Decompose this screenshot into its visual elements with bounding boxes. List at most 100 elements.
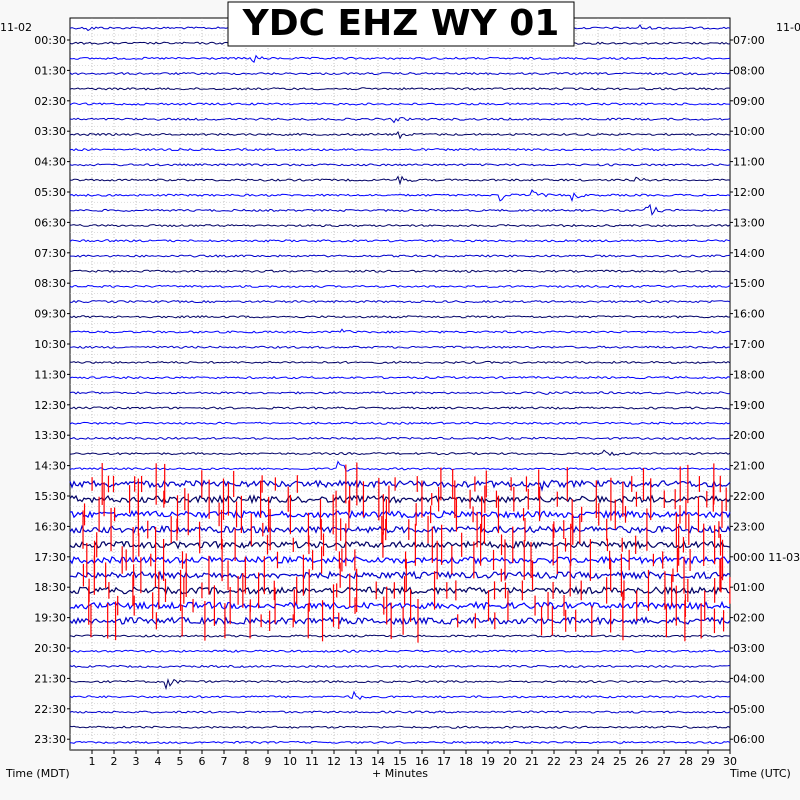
trace-row (69, 116, 731, 124)
left-time-label: 12:30 (34, 399, 66, 412)
trace-row (69, 345, 730, 349)
right-time-label: 23:00 (733, 520, 765, 533)
trace-row (69, 710, 731, 714)
trace-row (69, 147, 731, 152)
x-tick-label: 12 (327, 755, 341, 768)
chart-title: YDC EHZ WY 01 (242, 3, 560, 44)
right-time-label: 14:00 (733, 247, 765, 260)
left-time-label: 09:30 (34, 308, 66, 321)
trace-row (69, 524, 731, 535)
x-tick-label: 14 (371, 755, 385, 768)
trace-row (69, 740, 731, 745)
right-axis-label: Time (UTC) (729, 767, 791, 780)
x-tick-label: 28 (679, 755, 693, 768)
right-time-label: 07:00 (733, 34, 765, 47)
left-time-label: 15:30 (34, 490, 66, 503)
x-tick-label: 11 (305, 755, 319, 768)
trace-row (69, 315, 731, 319)
trace-row (69, 376, 731, 380)
grid-layer (70, 18, 730, 750)
trace-row (69, 203, 731, 216)
trace-row (69, 540, 731, 550)
right-time-label: 06:00 (733, 733, 765, 746)
x-tick-label: 25 (613, 755, 627, 768)
trace-row (69, 189, 731, 203)
trace-row (69, 449, 731, 457)
trace-row (69, 175, 731, 186)
right-time-label: 19:00 (733, 399, 765, 412)
trace-row (69, 690, 731, 701)
trace-row (69, 223, 731, 228)
trace-row (69, 163, 731, 167)
left-axis-label: Time (MDT) (5, 767, 70, 780)
right-time-label: 11:00 (733, 156, 765, 169)
right-time-label: 05:00 (733, 703, 765, 716)
trace-row (69, 649, 731, 653)
trace-row (69, 130, 731, 140)
trace-row (69, 509, 731, 519)
x-tick-label: 6 (199, 755, 206, 768)
x-tick-label: 26 (635, 755, 649, 768)
right-date-label: 11-02 (776, 21, 800, 34)
x-tick-label: 5 (177, 755, 184, 768)
right-time-label: 09:00 (733, 95, 765, 108)
trace-row (69, 616, 731, 626)
trace-row (69, 360, 731, 364)
trace-row (69, 300, 731, 304)
left-time-label: 06:30 (34, 216, 66, 229)
right-time-label: 12:00 (733, 186, 765, 199)
x-tick-label: 23 (569, 755, 583, 768)
trace-row (69, 421, 731, 425)
trace-row (69, 54, 731, 64)
left-time-label: 17:30 (34, 551, 66, 564)
trace-row (69, 71, 731, 76)
left-time-label: 14:30 (34, 460, 66, 473)
trace-layer (69, 24, 731, 745)
x-tick-label: 27 (657, 755, 671, 768)
right-time-label: 18:00 (733, 368, 765, 381)
trace-row (69, 494, 731, 505)
x-tick-label: 20 (503, 755, 517, 768)
x-tick-label: 2 (111, 755, 118, 768)
trace-row (69, 555, 731, 565)
trace-row (69, 102, 731, 106)
trace-row (69, 725, 731, 729)
x-tick-label: 18 (459, 755, 473, 768)
right-time-label: 02:00 (733, 612, 765, 625)
left-time-label: 21:30 (34, 672, 66, 685)
left-time-label: 00:30 (34, 34, 66, 47)
left-time-label: 05:30 (34, 186, 66, 199)
right-time-label: 15:00 (733, 277, 765, 290)
trace-row (69, 677, 731, 691)
trace-row (69, 284, 731, 289)
left-time-label: 16:30 (34, 520, 66, 533)
right-time-label: 01:00 (733, 581, 765, 594)
right-time-label: 21:00 (733, 460, 765, 473)
trace-row (69, 328, 731, 334)
trace-row (69, 436, 731, 440)
left-time-label: 08:30 (34, 277, 66, 290)
left-time-label: 20:30 (34, 642, 66, 655)
x-axis-label: + Minutes (372, 767, 428, 780)
x-tick-label: 30 (723, 755, 737, 768)
left-time-label: 03:30 (34, 125, 66, 138)
trace-row (69, 391, 731, 395)
x-tick-label: 10 (283, 755, 297, 768)
right-time-label: 10:00 (733, 125, 765, 138)
left-time-label: 10:30 (34, 338, 66, 351)
x-tick-label: 8 (243, 755, 250, 768)
trace-row (69, 634, 730, 638)
x-tick-label: 3 (133, 755, 140, 768)
left-time-label: 22:30 (34, 703, 66, 716)
left-time-label: 04:30 (34, 156, 66, 169)
trace-row (69, 460, 731, 472)
axis-layer: 1 2 3 4 5 6 7 8 9 10 11 12 13 14 15 16 17 18 19 20 21 22 23 24 2… (34, 34, 800, 768)
x-tick-label: 19 (481, 755, 495, 768)
left-time-label: 07:30 (34, 247, 66, 260)
trace-row (69, 87, 731, 91)
x-tick-label: 9 (265, 755, 272, 768)
x-tick-label: 13 (349, 755, 363, 768)
left-time-label: 23:30 (34, 733, 66, 746)
right-time-label: 22:00 (733, 490, 765, 503)
